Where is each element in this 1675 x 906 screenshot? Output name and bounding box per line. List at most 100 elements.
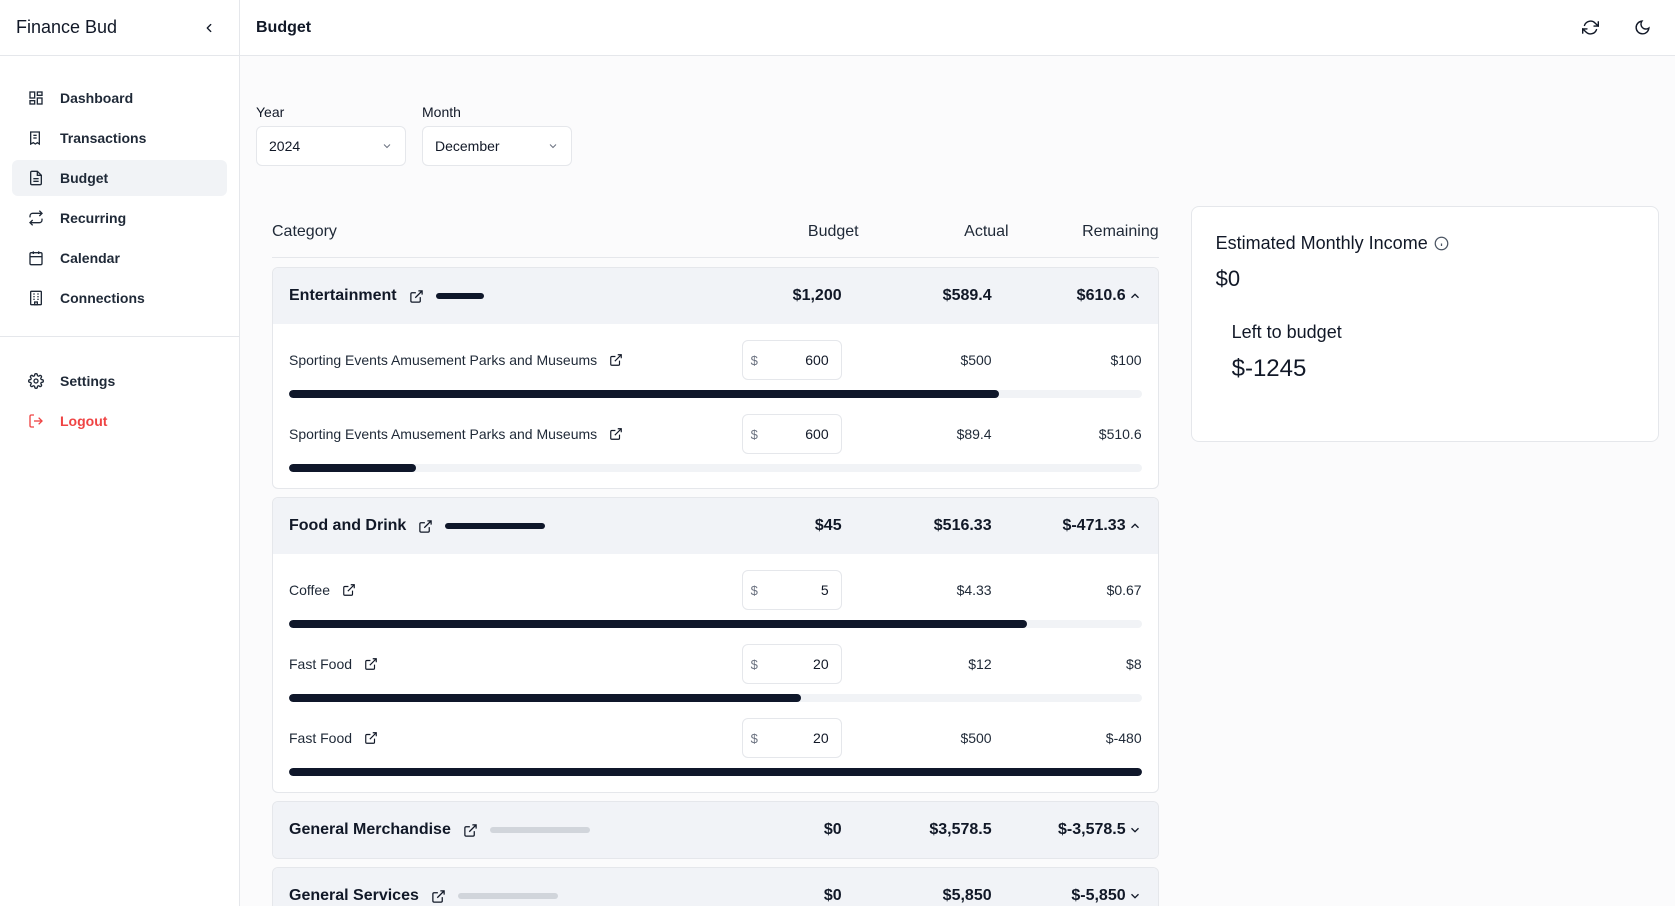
header-budget: Budget bbox=[807, 222, 859, 240]
top-actions bbox=[1573, 11, 1659, 45]
external-link-icon[interactable] bbox=[409, 289, 424, 304]
budget-amount-value: 600 bbox=[805, 426, 829, 442]
sidebar-item-connections[interactable]: Connections bbox=[12, 280, 227, 316]
chevron-left-icon bbox=[206, 23, 212, 32]
income-title: Estimated Monthly Income bbox=[1215, 233, 1428, 253]
repeat-icon bbox=[28, 210, 44, 226]
secondary-nav: Settings Logout bbox=[0, 337, 239, 469]
sidebar-item-settings[interactable]: Settings bbox=[12, 363, 227, 399]
header-actual: Actual bbox=[964, 222, 1009, 240]
group-actual: $5,850 bbox=[942, 887, 992, 904]
group-items: Coffee $ 5 $4.33 bbox=[273, 554, 1158, 792]
group-header[interactable]: Food and Drink $45 $516.33 $-471.33 bbox=[273, 498, 1158, 554]
group-actual: $589.4 bbox=[942, 287, 992, 304]
group-budget: $45 bbox=[814, 517, 842, 534]
sidebar-item-dashboard[interactable]: Dashboard bbox=[12, 80, 227, 116]
external-link-icon[interactable] bbox=[609, 353, 623, 367]
chevron-down-icon bbox=[383, 144, 391, 149]
currency-symbol: $ bbox=[750, 352, 758, 368]
subcategory-row: Coffee $ 5 $4.33 bbox=[289, 570, 1142, 644]
budget-amount-input[interactable]: $ 600 bbox=[741, 414, 842, 454]
group-name-cell: General Services bbox=[289, 887, 692, 905]
progress-fill bbox=[289, 390, 1000, 398]
chevron-down-icon bbox=[549, 144, 557, 149]
external-link-icon[interactable] bbox=[431, 889, 446, 904]
page-title: Budget bbox=[256, 18, 312, 36]
subcategory-remaining: $100 bbox=[1110, 352, 1142, 368]
subcategory-name-cell: Sporting Events Amusement Parks and Muse… bbox=[289, 426, 742, 442]
group-budget: $1,200 bbox=[792, 287, 842, 304]
info-icon[interactable] bbox=[1434, 236, 1449, 251]
external-link-icon[interactable] bbox=[609, 427, 623, 441]
external-link-icon[interactable] bbox=[342, 583, 356, 597]
group-header[interactable]: General Services $0 $5,850 $-5,850 bbox=[273, 868, 1158, 906]
sidebar-item-calendar[interactable]: Calendar bbox=[12, 240, 227, 276]
currency-symbol: $ bbox=[750, 426, 758, 442]
header-remaining: Remaining bbox=[1082, 222, 1159, 240]
group-items: Sporting Events Amusement Parks and Muse… bbox=[273, 324, 1158, 488]
refresh-button[interactable] bbox=[1573, 11, 1607, 45]
main-nav: Dashboard Transactions Budget Recurring bbox=[0, 56, 239, 337]
sidebar-item-budget[interactable]: Budget bbox=[12, 160, 227, 196]
moon-icon bbox=[1635, 20, 1650, 35]
budget-table: Category Budget Actual Remaining Enterta… bbox=[272, 206, 1159, 906]
sidebar-item-label: Calendar bbox=[60, 250, 120, 266]
external-link-icon[interactable] bbox=[364, 731, 378, 745]
category-group-food-and-drink: Food and Drink $45 $516.33 $-471.33 bbox=[272, 497, 1159, 793]
group-remaining-cell: $-5,850 bbox=[992, 887, 1142, 905]
sidebar-item-recurring[interactable]: Recurring bbox=[12, 200, 227, 236]
collapse-sidebar-button[interactable] bbox=[195, 14, 223, 42]
logout-button[interactable]: Logout bbox=[12, 403, 227, 439]
year-filter: Year 2024 bbox=[256, 104, 406, 166]
subcategory-actual: $89.4 bbox=[956, 426, 992, 442]
group-actual: $3,578.5 bbox=[929, 821, 992, 838]
group-remaining: $-471.33 bbox=[1062, 517, 1126, 534]
category-group-general-merchandise: General Merchandise $0 $3,578.5 $-3,578.… bbox=[272, 801, 1159, 859]
external-link-icon[interactable] bbox=[463, 823, 478, 838]
subcategory-name-cell: Coffee bbox=[289, 582, 742, 598]
budget-amount-input[interactable]: $ 20 bbox=[741, 718, 842, 758]
budget-amount-input[interactable]: $ 5 bbox=[741, 570, 842, 610]
month-select[interactable]: December bbox=[422, 126, 572, 166]
year-label: Year bbox=[256, 104, 285, 120]
budget-amount-input[interactable]: $ 20 bbox=[741, 644, 842, 684]
budget-content: Year 2024 Month December bbox=[240, 104, 1675, 906]
left-to-budget-value: $-1245 bbox=[1231, 355, 1307, 382]
chevron-down-icon[interactable] bbox=[1128, 823, 1142, 837]
budget-amount-input[interactable]: $ 600 bbox=[741, 340, 842, 380]
group-name-cell: General Merchandise bbox=[289, 821, 692, 839]
group-name-cell: Entertainment bbox=[289, 287, 692, 305]
group-remaining: $-5,850 bbox=[1071, 887, 1126, 904]
group-mini-bar bbox=[457, 893, 558, 899]
progress-fill bbox=[289, 768, 1142, 776]
subcategory-remaining: $510.6 bbox=[1098, 426, 1142, 442]
group-name-cell: Food and Drink bbox=[289, 517, 692, 535]
group-name: General Merchandise bbox=[289, 821, 451, 838]
chevron-down-icon[interactable] bbox=[1128, 889, 1142, 903]
sidebar-item-transactions[interactable]: Transactions bbox=[12, 120, 227, 156]
group-header[interactable]: Entertainment $1,200 $589.4 $610.6 bbox=[273, 268, 1158, 324]
external-link-icon[interactable] bbox=[364, 657, 378, 671]
sidebar-item-label: Recurring bbox=[60, 210, 127, 226]
refresh-icon bbox=[1581, 20, 1599, 35]
document-icon bbox=[28, 170, 44, 186]
subcategory-name: Coffee bbox=[289, 582, 330, 598]
group-header[interactable]: General Merchandise $0 $3,578.5 $-3,578.… bbox=[273, 802, 1158, 858]
chevron-up-icon[interactable] bbox=[1128, 289, 1142, 303]
subcategory-name-cell: Sporting Events Amusement Parks and Muse… bbox=[289, 352, 742, 368]
group-mini-bar bbox=[445, 523, 546, 529]
chevron-up-icon[interactable] bbox=[1128, 519, 1142, 533]
group-remaining: $610.6 bbox=[1076, 287, 1126, 304]
progress-fill bbox=[289, 620, 1028, 628]
subcategory-name-cell: Fast Food bbox=[289, 730, 742, 746]
subcategory-name-cell: Fast Food bbox=[289, 656, 742, 672]
external-link-icon[interactable] bbox=[418, 519, 433, 534]
year-select[interactable]: 2024 bbox=[256, 126, 406, 166]
theme-toggle-button[interactable] bbox=[1625, 11, 1659, 45]
progress-bar bbox=[289, 694, 1142, 702]
income-card: Estimated Monthly Income $0 Left to budg… bbox=[1190, 206, 1659, 442]
subcategory-row: Fast Food $ 20 $500 bbox=[289, 718, 1142, 792]
table-header: Category Budget Actual Remaining bbox=[272, 206, 1159, 258]
sidebar-item-label: Connections bbox=[60, 290, 145, 306]
sidebar-item-label: Transactions bbox=[60, 130, 147, 146]
